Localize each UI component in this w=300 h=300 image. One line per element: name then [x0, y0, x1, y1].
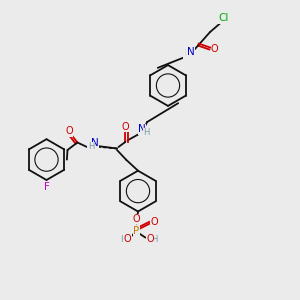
Text: H: H: [151, 235, 158, 244]
Text: O: O: [146, 234, 154, 244]
Text: O: O: [122, 122, 129, 132]
Text: N: N: [91, 138, 99, 148]
Text: H: H: [120, 235, 126, 244]
Text: N: N: [187, 47, 195, 57]
Text: F: F: [44, 182, 50, 192]
Text: O: O: [133, 214, 140, 224]
Text: N: N: [138, 124, 146, 134]
Text: P: P: [134, 226, 140, 236]
Text: O: O: [65, 126, 73, 136]
Text: H: H: [88, 142, 94, 151]
Text: H: H: [143, 128, 150, 137]
Text: H: H: [184, 50, 190, 58]
Text: O: O: [151, 217, 158, 227]
Text: O: O: [211, 44, 219, 55]
Text: Cl: Cl: [218, 13, 229, 23]
Text: O: O: [124, 234, 131, 244]
